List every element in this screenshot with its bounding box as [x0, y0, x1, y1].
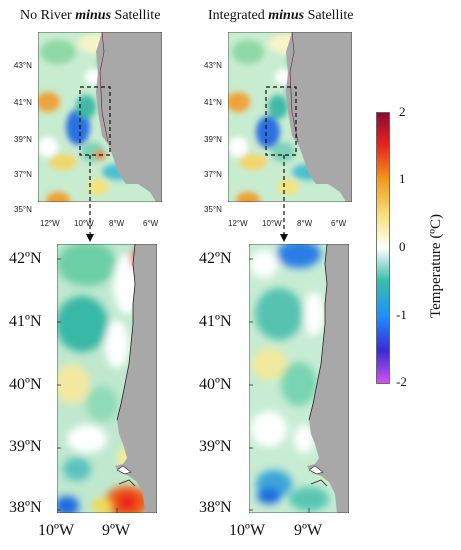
left-zoom-ytick: 39ºN: [9, 438, 42, 455]
left-zoom-xtick: 9ºW: [102, 522, 131, 539]
right-overview-ytick: 37°N: [204, 170, 222, 179]
left-overview-ytick: 35°N: [14, 205, 32, 214]
zoom-connector-right: [280, 155, 288, 242]
right-panel-title: Integrated minus Satellite: [208, 8, 354, 23]
right-overview-map: [228, 32, 352, 202]
left-zoom-xtick: 10ºW: [38, 522, 75, 539]
right-zoom-xtick: 9ºW: [294, 522, 323, 539]
right-overview-xtick: 8°W: [297, 219, 313, 228]
right-zoom-ytick: 39ºN: [199, 438, 232, 455]
right-zoom-map: [249, 244, 349, 513]
right-overview-ytick: 35°N: [204, 205, 222, 214]
right-zoom-xtick: 10ºW: [229, 522, 266, 539]
left-overview-xtick: 6°W: [143, 219, 159, 228]
zoom-connector-left: [86, 155, 94, 242]
left-zoom-map: [57, 244, 157, 513]
left-overview-ytick: 43°N: [14, 61, 32, 70]
colorbar-tick: -2: [396, 374, 407, 389]
right-zoom-ytick: 42ºN: [199, 250, 232, 267]
left-overview-ytick: 41°N: [14, 98, 32, 107]
right-zoom-ytick: 40ºN: [199, 376, 232, 393]
left-overview-ytick: 37°N: [14, 170, 32, 179]
colorbar-tick: -1: [396, 307, 407, 322]
left-overview-xtick: 10°W: [74, 219, 94, 228]
right-overview-xtick: 12°W: [228, 219, 248, 228]
colorbar: [376, 112, 390, 384]
left-overview-map: [38, 32, 162, 202]
left-panel-title: No River minus Satellite: [20, 8, 161, 23]
right-overview-ytick: 43°N: [204, 61, 222, 70]
left-zoom-ytick: 41ºN: [9, 313, 42, 330]
left-zoom-ytick: 40ºN: [9, 376, 42, 393]
left-zoom-ytick: 38ºN: [9, 499, 42, 516]
right-zoom-ytick: 38ºN: [199, 499, 232, 516]
left-overview-ytick: 39°N: [14, 135, 32, 144]
colorbar-title: Temperature (ºC): [428, 214, 444, 318]
left-overview-xtick: 12°W: [40, 219, 60, 228]
right-zoom-ytick: 41ºN: [199, 313, 232, 330]
colorbar-tick: 1: [399, 171, 406, 186]
left-zoom-ytick: 42ºN: [9, 250, 42, 267]
right-overview-xtick: 6°W: [331, 219, 347, 228]
colorbar-tick: 0: [399, 239, 406, 254]
right-overview-xtick: 10°W: [262, 219, 282, 228]
right-overview-ytick: 41°N: [204, 98, 222, 107]
colorbar-tick: 2: [399, 104, 406, 119]
left-overview-xtick: 8°W: [109, 219, 125, 228]
right-overview-ytick: 39°N: [204, 135, 222, 144]
